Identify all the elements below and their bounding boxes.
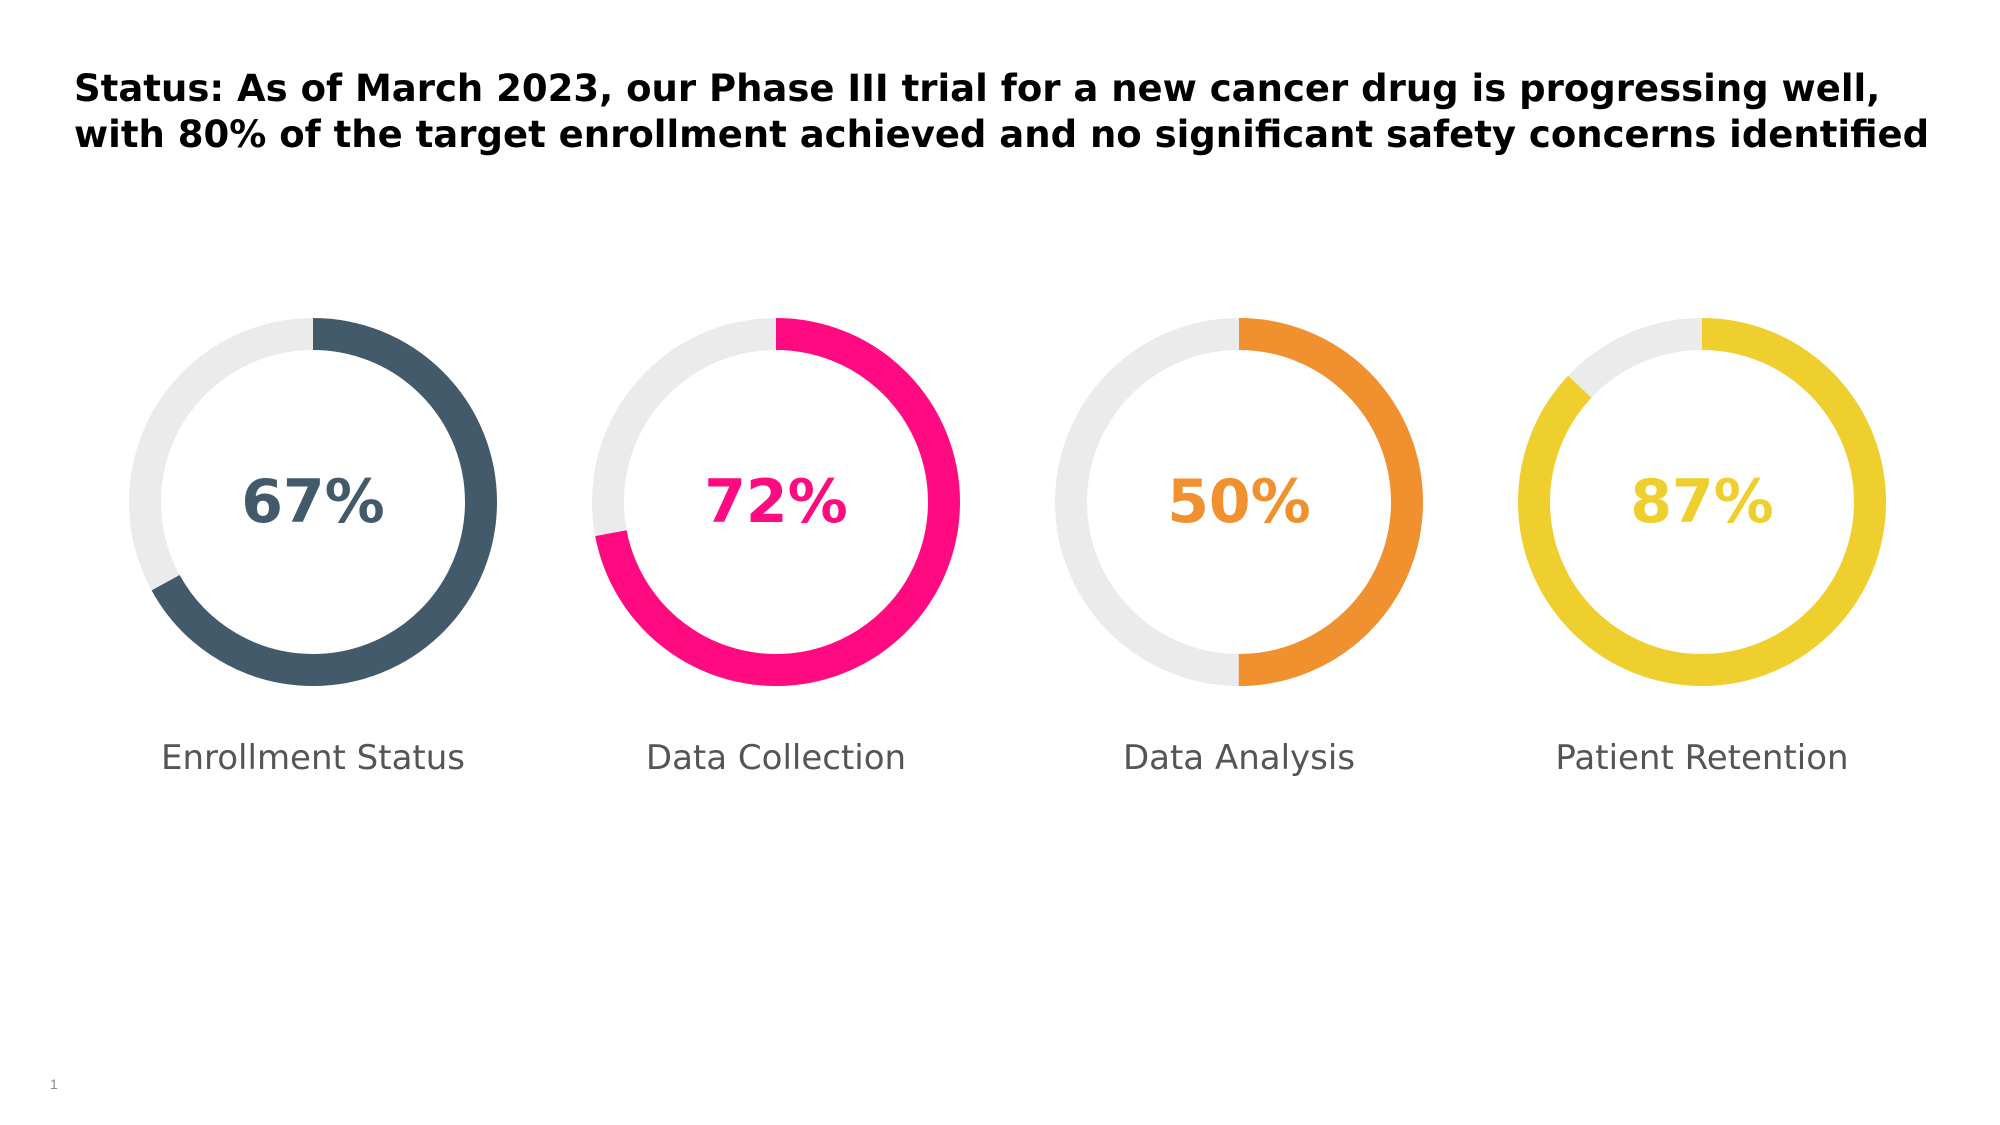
slide-number: 1 bbox=[50, 1076, 58, 1092]
donut-chart-patient-retention: 87% Patient Retention bbox=[1502, 318, 1902, 798]
slide-title: Status: As of March 2023, our Phase III … bbox=[74, 67, 1930, 156]
donut-category-label: Enrollment Status bbox=[160, 738, 466, 778]
donut-svg-data-analysis: 50% bbox=[1055, 318, 1423, 686]
donut-category-label: Data Analysis bbox=[1122, 738, 1356, 778]
donut-value-label: 50% bbox=[1167, 467, 1311, 537]
donut-value-label: 87% bbox=[1630, 467, 1774, 537]
donut-chart-enrollment-status: 67% Enrollment Status bbox=[113, 318, 513, 798]
donut-progress-arc bbox=[1055, 318, 1423, 686]
donut-progress-arc bbox=[1518, 318, 1886, 686]
donut-svg-patient-retention: 87% bbox=[1518, 318, 1886, 686]
donut-progress-arc bbox=[592, 318, 960, 686]
donut-charts-row: 67% Enrollment Status 72% Data Collectio… bbox=[0, 318, 2000, 798]
donut-svg-data-collection: 72% bbox=[592, 318, 960, 686]
donut-chart-data-collection: 72% Data Collection bbox=[576, 318, 976, 798]
donut-chart-data-analysis: 50% Data Analysis bbox=[1039, 318, 1439, 798]
donut-progress-arc bbox=[129, 318, 497, 686]
donut-value-label: 67% bbox=[241, 467, 385, 537]
donut-category-label: Data Collection bbox=[645, 738, 907, 778]
donut-value-label: 72% bbox=[704, 467, 848, 537]
donut-svg-enrollment-status: 67% bbox=[129, 318, 497, 686]
donut-category-label: Patient Retention bbox=[1555, 738, 1849, 778]
